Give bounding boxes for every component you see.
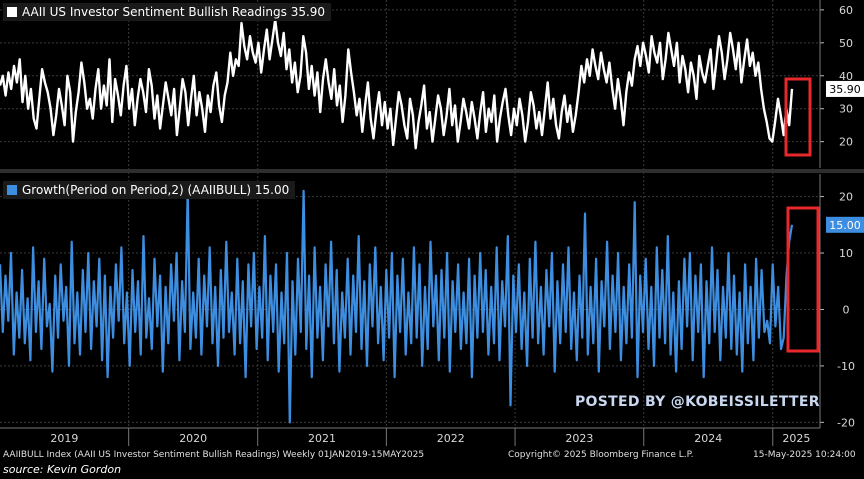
footer-copyright: Copyright© 2025 Bloomberg Finance L.P. <box>508 450 694 460</box>
y-tick-label: 30 <box>839 103 853 116</box>
highlight-box-bottom <box>786 206 820 353</box>
y-tick-label: -20 <box>837 416 855 429</box>
x-tick-label: 2022 <box>437 432 465 445</box>
last-value-badge-text: 15.00 <box>829 219 861 232</box>
y-tick-label: 50 <box>839 37 853 50</box>
panel-separator <box>0 169 864 173</box>
source-label: source: Kevin Gordon <box>3 463 122 476</box>
legend-swatch-blue <box>7 185 17 195</box>
highlight-box-top <box>784 77 812 157</box>
last-value-badge-bg <box>826 80 864 97</box>
legend-top-value: 35.90 <box>290 5 326 19</box>
x-tick-label: 2021 <box>308 432 336 445</box>
legend-top-label: AAII US Investor Sentiment Bullish Readi… <box>22 5 287 19</box>
last-value-badge-text: 35.90 <box>829 83 861 96</box>
footer-timestamp: 15-May-2025 10:24:00 <box>753 450 856 460</box>
last-value-badge-bottom: 15.00 <box>826 216 864 233</box>
x-tick-label: 2023 <box>565 432 593 445</box>
y-tick-label: 40 <box>839 70 853 83</box>
last-value-badge-bg <box>826 216 864 233</box>
bullish-readings-series <box>0 18 794 150</box>
x-tick-label: 2020 <box>179 432 207 445</box>
watermark: POSTED BY @KOBEISSILETTER <box>575 394 820 410</box>
x-axis: 2019 2020 2021 2022 2023 2024 2025 <box>0 427 820 446</box>
x-tick-label: 2019 <box>50 432 78 445</box>
bullish-readings-line <box>0 18 794 150</box>
y-tick-label: 0 <box>843 303 850 316</box>
growth-line <box>0 189 794 424</box>
x-tick-label: 2025 <box>782 432 810 445</box>
legend-bottom-value: 15.00 <box>254 183 290 197</box>
top-y-axis: 20 30 40 50 60 <box>819 0 853 168</box>
y-tick-label: 20 <box>839 191 853 204</box>
last-value-badge-top: 35.90 <box>826 80 864 97</box>
legend-top: AAII US Investor Sentiment Bullish Readi… <box>3 3 332 21</box>
x-tick-label: 2024 <box>694 432 722 445</box>
y-tick-label: 20 <box>839 136 853 149</box>
legend-bottom: Growth(Period on Period,2) (AAIIBULL) 15… <box>3 181 296 199</box>
highlight-boxes <box>784 77 820 353</box>
growth-series <box>0 189 794 424</box>
legend-bottom-label: Growth(Period on Period,2) (AAIIBULL) <box>22 183 252 197</box>
legend-swatch-white <box>7 7 17 17</box>
y-tick-label: 10 <box>839 247 853 260</box>
bottom-y-axis: -20 -10 0 10 20 <box>819 174 855 429</box>
y-tick-label: -10 <box>837 360 855 373</box>
footer-index-label: AAIIBULL Index (AAII US Investor Sentime… <box>3 450 425 460</box>
y-tick-label: 60 <box>839 4 853 17</box>
